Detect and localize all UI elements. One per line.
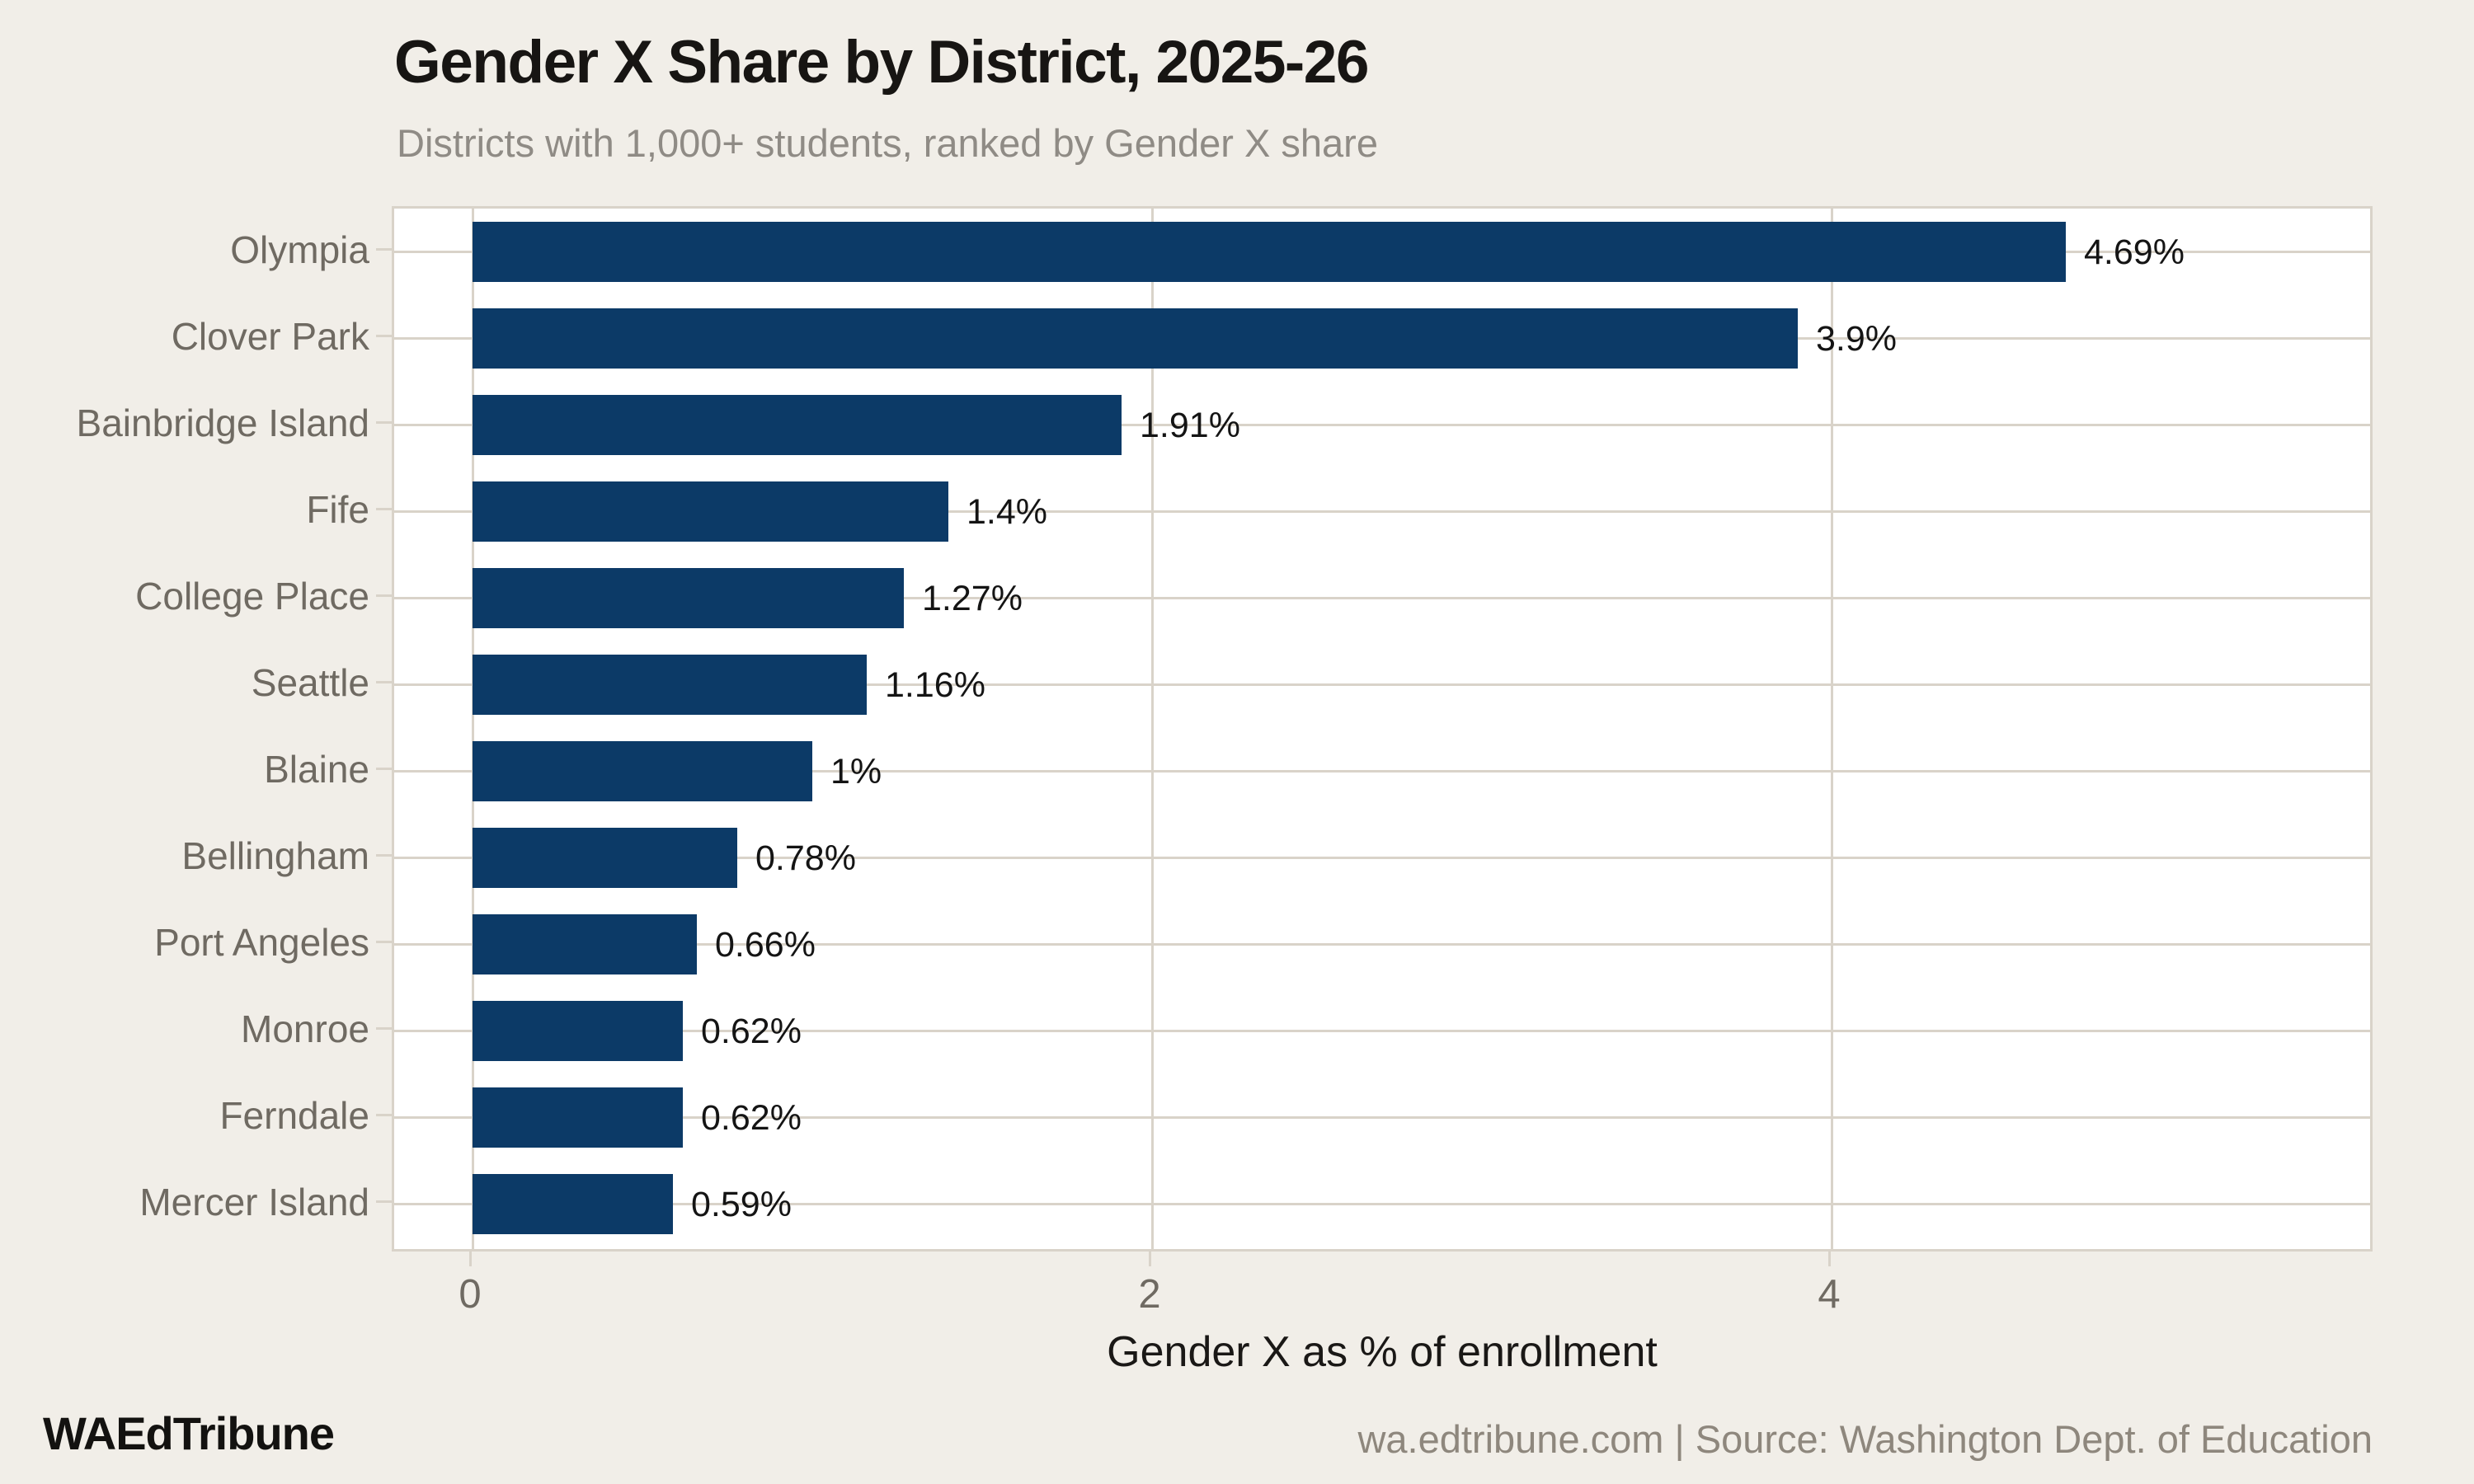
x-axis-tick — [1148, 1250, 1151, 1266]
row-gridline — [394, 857, 2370, 859]
y-axis-tick — [376, 594, 392, 597]
y-axis-tick — [376, 1200, 392, 1203]
bar-value-label: 0.78% — [755, 838, 856, 878]
bar — [473, 395, 1122, 455]
bar — [473, 308, 1798, 369]
bar-value-label: 0.62% — [701, 1011, 802, 1051]
y-axis-label: Port Angeles — [154, 920, 369, 964]
y-axis-tick — [376, 248, 392, 251]
bar-value-label: 1.27% — [922, 578, 1023, 618]
x-axis-tick — [468, 1250, 472, 1266]
vertical-gridline — [1830, 209, 1833, 1249]
bar — [473, 568, 904, 628]
row-gridline — [394, 770, 2370, 773]
vertical-gridline — [471, 209, 474, 1249]
y-axis-tick — [376, 941, 392, 943]
bar-value-label: 0.62% — [701, 1097, 802, 1138]
y-axis-tick — [376, 421, 392, 424]
row-gridline — [394, 510, 2370, 513]
row-gridline — [394, 943, 2370, 946]
y-axis-tick — [376, 1027, 392, 1030]
y-axis-label: Ferndale — [219, 1093, 369, 1137]
vertical-gridline — [1150, 209, 1154, 1249]
bar-value-label: 1.16% — [885, 665, 985, 705]
x-axis-tick-label: 0 — [459, 1272, 482, 1317]
bar — [473, 914, 697, 974]
bar — [473, 1001, 683, 1061]
plot-area: 4.69% 3.9% 1.91% 1.4% 1.27% 1.16% 1% 0.78% 0.66%… — [392, 206, 2373, 1252]
row-gridline — [394, 1116, 2370, 1119]
y-axis-label: Bellingham — [181, 834, 369, 877]
y-axis-label: Seattle — [251, 660, 369, 704]
bar — [473, 741, 812, 801]
chart-title: Gender X Share by District, 2025-26 — [394, 29, 1369, 96]
bar — [473, 222, 2066, 282]
y-axis-tick — [376, 854, 392, 857]
x-axis-tick — [1827, 1250, 1831, 1266]
row-gridline — [394, 424, 2370, 426]
x-axis-tick-label: 2 — [1138, 1272, 1161, 1317]
y-axis-tick — [376, 508, 392, 510]
y-axis-label: Blaine — [264, 747, 369, 791]
chart-subtitle: Districts with 1,000+ students, ranked b… — [397, 121, 1378, 165]
row-gridline — [394, 597, 2370, 599]
bar — [473, 655, 867, 715]
bar — [473, 1174, 673, 1234]
y-axis-tick — [376, 335, 392, 337]
brand-wordmark: WAEdTribune — [43, 1407, 335, 1459]
bar — [473, 1087, 683, 1148]
y-axis-label: Clover Park — [171, 314, 369, 358]
source-attribution: wa.edtribune.com | Source: Washington De… — [1357, 1417, 2373, 1461]
row-gridline — [394, 1030, 2370, 1032]
bar-value-label: 1.4% — [967, 491, 1048, 532]
row-gridline — [394, 683, 2370, 686]
row-gridline — [394, 1203, 2370, 1205]
bar-value-label: 1.91% — [1140, 405, 1240, 445]
bar-value-label: 1% — [830, 751, 882, 791]
y-axis-label: Bainbridge Island — [76, 401, 369, 444]
y-axis-tick — [376, 1114, 392, 1116]
y-axis-label: Mercer Island — [139, 1180, 369, 1223]
bar — [473, 481, 948, 542]
y-axis-tick — [376, 768, 392, 770]
bar-value-label: 0.59% — [691, 1184, 792, 1224]
y-axis-tick — [376, 681, 392, 683]
x-axis-title: Gender X as % of enrollment — [1107, 1328, 1658, 1376]
bar-value-label: 0.66% — [715, 924, 816, 965]
x-axis-tick-label: 4 — [1818, 1272, 1841, 1317]
y-axis-label: Fife — [306, 487, 369, 531]
y-axis-label: College Place — [135, 574, 369, 618]
y-axis-label: Monroe — [241, 1007, 369, 1050]
bar-value-label: 4.69% — [2084, 232, 2185, 272]
bar-value-label: 3.9% — [1816, 318, 1898, 359]
bar — [473, 828, 737, 888]
y-axis-label: Olympia — [230, 228, 369, 271]
